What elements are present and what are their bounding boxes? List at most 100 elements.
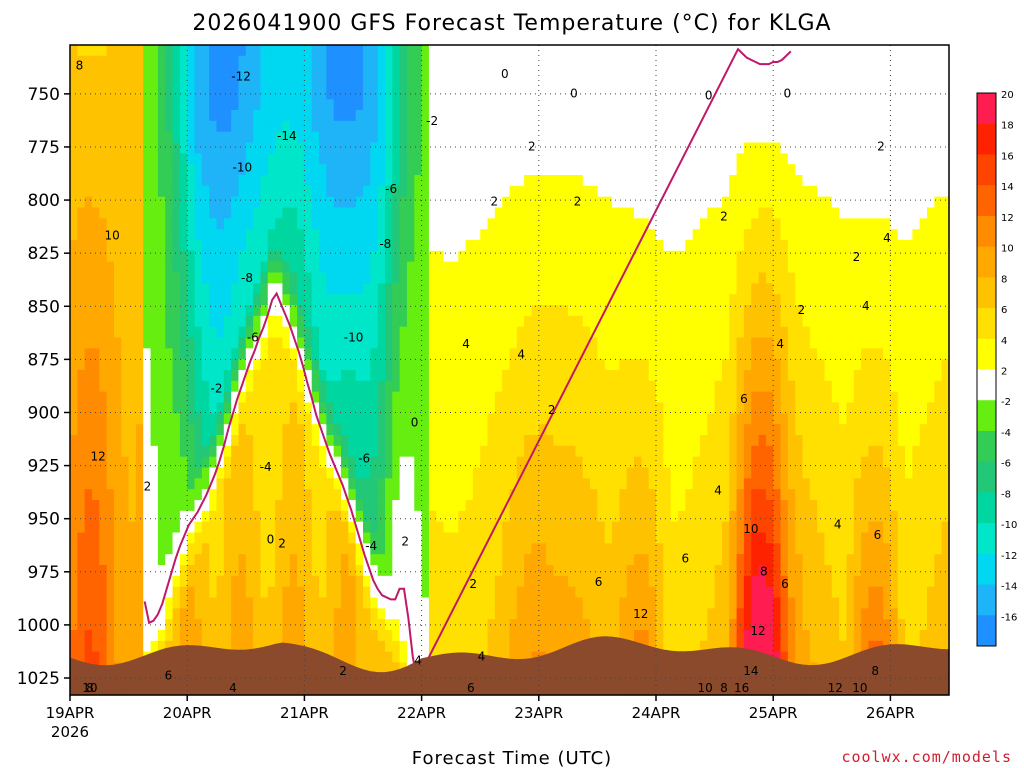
field-cell xyxy=(363,489,371,501)
field-cell xyxy=(582,575,591,588)
field-cell xyxy=(377,370,386,382)
field-cell xyxy=(179,120,188,133)
field-cell xyxy=(91,250,100,263)
field-cell xyxy=(670,445,679,458)
field-cell xyxy=(502,110,511,122)
field-cell xyxy=(128,500,137,512)
field-cell xyxy=(597,391,606,404)
field-cell xyxy=(428,153,437,165)
field-cell xyxy=(326,326,335,339)
field-cell xyxy=(656,532,664,544)
field-cell xyxy=(260,175,269,187)
field-cell xyxy=(480,424,489,436)
field-cell xyxy=(165,565,174,577)
field-cell xyxy=(282,543,291,555)
field-cell xyxy=(560,500,569,512)
field-cell xyxy=(568,435,577,447)
field-cell xyxy=(670,489,679,501)
field-cell xyxy=(267,424,276,436)
field-cell xyxy=(597,99,606,111)
field-cell xyxy=(91,218,100,230)
field-cell xyxy=(223,99,232,111)
field-cell xyxy=(194,500,203,512)
field-cell xyxy=(399,272,408,284)
field-cell xyxy=(582,229,591,241)
field-cell xyxy=(531,500,540,512)
field-cell xyxy=(319,99,327,111)
field-cell xyxy=(355,153,364,165)
field-cell xyxy=(282,175,291,187)
field-cell xyxy=(406,142,415,154)
field-cell xyxy=(311,207,320,219)
field-cell xyxy=(70,575,78,588)
field-cell xyxy=(267,185,276,198)
field-cell xyxy=(91,185,100,198)
field-cell xyxy=(355,66,364,79)
field-cell xyxy=(509,456,518,469)
field-cell xyxy=(502,175,511,187)
field-cell xyxy=(590,283,598,295)
field-cell xyxy=(399,164,408,176)
field-cell xyxy=(77,489,86,501)
field-cell xyxy=(289,272,298,284)
field-cell xyxy=(341,45,349,57)
field-cell xyxy=(260,305,269,317)
field-cell xyxy=(568,478,577,490)
field-cell xyxy=(472,99,481,111)
field-cell xyxy=(355,380,364,393)
field-cell xyxy=(370,250,379,263)
field-cell xyxy=(319,207,327,219)
field-cell xyxy=(187,445,196,458)
field-cell xyxy=(406,326,415,339)
field-cell xyxy=(363,250,371,263)
field-cell xyxy=(509,370,518,382)
field-cell xyxy=(370,164,379,176)
field-cell xyxy=(370,619,379,631)
field-cell xyxy=(311,640,320,653)
field-cell xyxy=(531,337,540,349)
field-cell xyxy=(201,207,210,219)
field-cell xyxy=(209,521,218,534)
field-cell xyxy=(531,110,540,122)
field-cell xyxy=(363,543,371,555)
field-cell xyxy=(590,120,598,133)
field-cell xyxy=(560,142,569,154)
field-cell xyxy=(106,359,115,371)
field-cell xyxy=(231,261,240,274)
field-cell xyxy=(604,315,613,328)
field-cell xyxy=(157,175,166,187)
field-cell xyxy=(216,272,225,284)
field-cell xyxy=(560,543,569,555)
field-cell xyxy=(392,120,401,133)
field-cell xyxy=(502,651,511,664)
field-cell xyxy=(634,456,642,469)
field-cell xyxy=(472,110,481,122)
field-cell xyxy=(238,272,247,284)
field-cell xyxy=(436,586,445,599)
field-cell xyxy=(656,521,664,534)
field-cell xyxy=(538,326,547,339)
field-cell xyxy=(399,250,408,263)
field-cell xyxy=(223,142,232,154)
field-cell xyxy=(275,619,284,631)
field-cell xyxy=(612,77,620,89)
field-cell xyxy=(443,413,452,425)
field-cell xyxy=(590,424,598,436)
field-cell xyxy=(194,619,203,631)
field-cell xyxy=(458,391,467,404)
field-cell xyxy=(421,565,430,577)
field-cell xyxy=(465,435,474,447)
field-cell xyxy=(282,196,291,209)
field-cell xyxy=(113,153,122,165)
field-cell xyxy=(99,261,108,274)
field-cell xyxy=(341,359,349,371)
field-cell xyxy=(172,229,181,241)
field-cell xyxy=(582,272,591,284)
field-cell xyxy=(135,88,144,100)
field-cell xyxy=(304,565,313,577)
field-cell xyxy=(384,120,393,133)
field-cell xyxy=(121,261,130,274)
field-cell xyxy=(465,510,474,523)
field-cell xyxy=(450,88,459,100)
field-cell xyxy=(370,380,379,393)
